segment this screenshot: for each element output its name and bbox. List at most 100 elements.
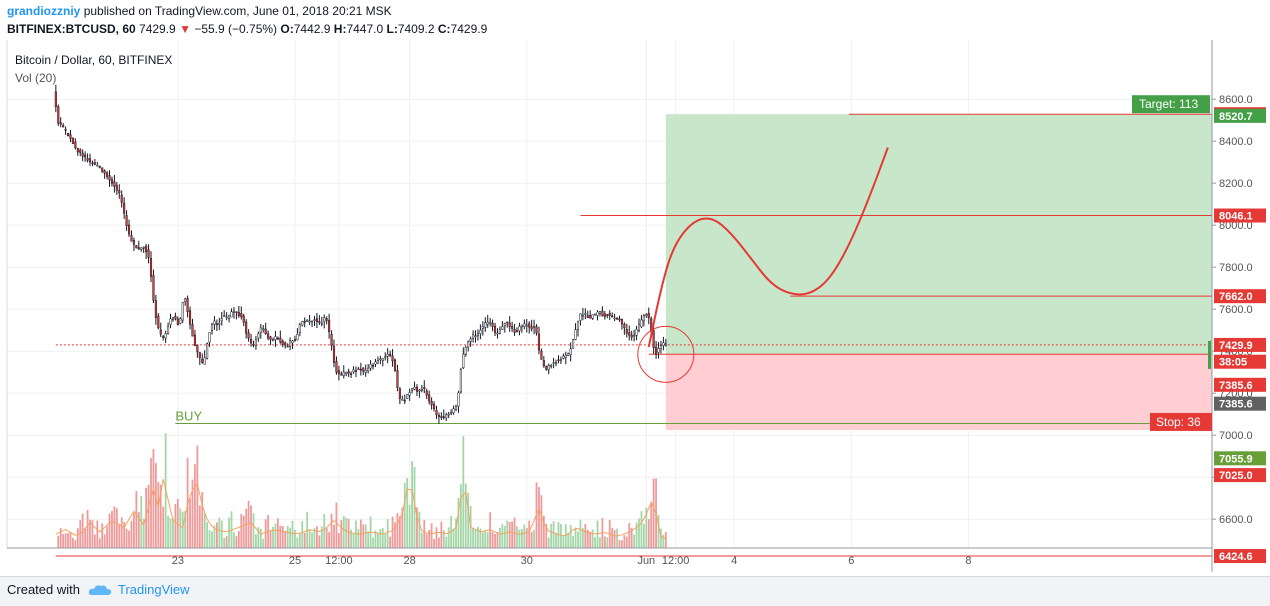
volume-bar — [294, 529, 296, 548]
volume-bar — [650, 503, 653, 548]
candle-body — [240, 313, 243, 317]
publish-text: published on TradingView.com, June 01, 2… — [83, 4, 392, 18]
x-tick-label: 12:00 — [325, 555, 353, 567]
candle-body — [145, 246, 148, 253]
buy-label: BUY — [175, 408, 202, 423]
candle-body — [115, 185, 118, 191]
candle-body — [469, 338, 472, 342]
candle-body — [423, 386, 426, 390]
candle-body — [142, 247, 145, 249]
volume-bar — [289, 527, 291, 548]
candle-body — [515, 330, 519, 333]
volume-bar — [108, 513, 111, 548]
candle-body — [298, 324, 301, 333]
volume-bar — [255, 534, 257, 548]
candle-body — [613, 317, 616, 320]
volume-bar — [347, 518, 350, 548]
volume-bar — [298, 532, 301, 548]
candle-body — [96, 164, 99, 167]
volume-bar — [303, 532, 306, 548]
volume-bar — [86, 509, 89, 548]
candle-body — [503, 323, 506, 327]
volume-bar — [262, 538, 265, 548]
candle-body — [374, 361, 377, 365]
volume-bar — [596, 520, 599, 548]
volume-bar — [208, 530, 211, 548]
volume-bar — [215, 522, 218, 548]
volume-bar — [240, 514, 243, 548]
candle-body — [198, 352, 201, 359]
volume-bar — [381, 528, 384, 548]
candle-body — [623, 323, 626, 329]
price-axis-label-bg — [1214, 108, 1266, 123]
volume-bar — [186, 457, 189, 548]
volume-bar — [67, 533, 69, 548]
price-axis-label-bg — [1214, 354, 1266, 369]
tradingview-link[interactable]: TradingView — [118, 582, 190, 597]
candle-body — [149, 258, 153, 277]
candle-body — [459, 368, 462, 393]
candle-body — [386, 353, 389, 357]
volume-bar — [59, 527, 62, 548]
candle-body — [615, 318, 619, 320]
volume-bar — [403, 483, 406, 548]
volume-bar — [423, 519, 426, 548]
price-axis-label-bg — [1214, 208, 1266, 223]
volume-bar — [506, 520, 509, 548]
volume-bar — [484, 530, 487, 548]
candle-body — [137, 247, 140, 250]
volume-bar — [352, 532, 355, 548]
candle-body — [296, 334, 299, 341]
volume-bar — [228, 517, 230, 548]
candle-body — [325, 318, 328, 321]
candle-body — [496, 332, 499, 335]
candle-body — [66, 132, 70, 137]
volume-bar — [286, 526, 289, 548]
profit-zone — [665, 114, 1212, 355]
volume-bar — [545, 524, 548, 548]
volume-bar — [564, 524, 567, 548]
author-link[interactable]: grandiozzniy — [7, 4, 81, 18]
price-chart[interactable]: BUY Bitcoin / Dollar, 60, BITFINEX Vol (20… — [0, 0, 1270, 576]
candle-body — [408, 392, 411, 396]
candle-body — [403, 399, 406, 402]
volume-bar — [616, 528, 618, 548]
volume-bar — [374, 530, 377, 548]
candle-body — [371, 365, 375, 367]
last-price: 7429.9 — [139, 22, 176, 36]
candle-body — [320, 322, 323, 325]
ohlc-close-label: C: — [437, 22, 451, 36]
candle-body — [162, 336, 165, 338]
candle-body — [208, 332, 211, 343]
volume-bar — [625, 536, 628, 548]
volume-bar — [220, 520, 223, 548]
candle-body — [594, 313, 597, 316]
candle-body — [398, 388, 401, 399]
candle-body — [135, 245, 138, 249]
volume-bar — [252, 513, 255, 548]
volume-bar — [494, 533, 496, 548]
candle-body — [323, 317, 326, 323]
candle-body — [367, 367, 370, 372]
candle-body — [264, 328, 267, 335]
candle-body — [181, 302, 184, 321]
candle-body — [635, 329, 638, 336]
candle-body — [332, 346, 336, 363]
candle-body — [393, 359, 397, 371]
candle-body — [598, 311, 602, 314]
tradingview-cloud-icon — [88, 585, 112, 595]
candle-body — [106, 172, 109, 177]
volume-bar — [391, 516, 394, 548]
volume-bar — [152, 449, 155, 548]
candle-body — [442, 416, 445, 418]
candle-body — [330, 333, 333, 346]
ohlc-low-label: L: — [386, 22, 398, 36]
volume-bar — [411, 461, 413, 548]
volume-bar — [323, 514, 326, 548]
candle-body — [225, 316, 228, 319]
candle-body — [125, 215, 128, 227]
price-axis-label: 8046.1 — [1219, 211, 1253, 223]
candle-body — [286, 345, 289, 348]
candle-body — [245, 321, 248, 334]
volume-bar — [525, 528, 528, 548]
